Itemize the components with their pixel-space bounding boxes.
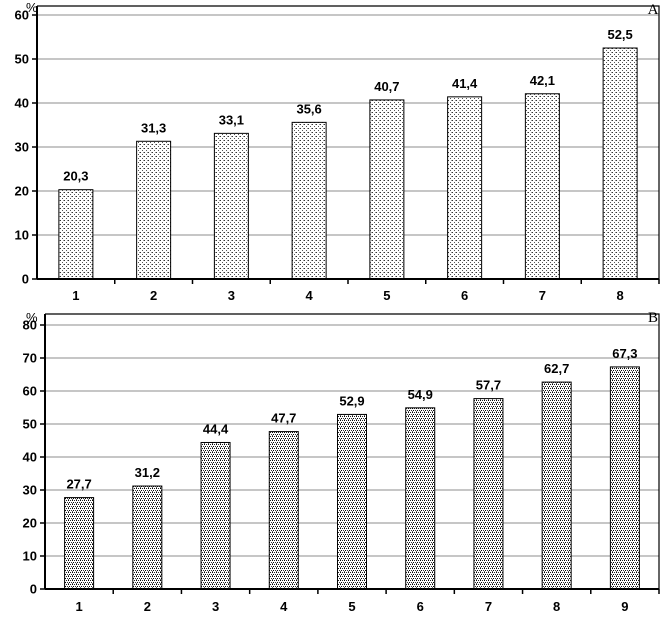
- data-label: 35,6: [296, 101, 321, 116]
- data-label: 44,4: [203, 421, 229, 436]
- plot-frame: [37, 5, 660, 279]
- y-tick-label: 20: [23, 516, 37, 531]
- x-tick-label: 1: [75, 599, 82, 614]
- y-tick-label: 30: [23, 483, 37, 498]
- chart-panel-b: 0 10 20 30 40 50 60 70 80 1 2 3 4 5 6 7 8 9 27,7 31,2 44,4…: [23, 310, 660, 614]
- plot-frame: [45, 313, 660, 589]
- x-tick-label: 5: [383, 288, 390, 303]
- data-label: 67,3: [612, 346, 637, 361]
- y-tick-label: 60: [23, 384, 37, 399]
- y-tick-label: 40: [15, 96, 29, 111]
- y-tick-label: 10: [23, 549, 37, 564]
- x-tick-label: 6: [461, 288, 468, 303]
- x-tick-label: 4: [280, 599, 288, 614]
- bar-9: [609, 366, 640, 590]
- data-label: 52,5: [607, 27, 632, 42]
- data-label: 27,7: [66, 477, 91, 492]
- data-label: 33,1: [219, 112, 244, 127]
- chart-panel-a: 0 10 20 30 40 50 60 1 2 3 4 5 6 7 8 20,3 31,3 33,1 35,6 4…: [15, 0, 660, 303]
- y-tick-label: 20: [15, 184, 29, 199]
- bar-1: [64, 497, 95, 590]
- x-tick-label: 8: [553, 599, 560, 614]
- bar-7: [524, 93, 560, 280]
- x-tick-label: 3: [212, 599, 219, 614]
- y-tick-label: 40: [23, 450, 37, 465]
- bar-3: [213, 132, 249, 280]
- bar-8: [602, 47, 638, 280]
- bar-4: [268, 431, 299, 590]
- data-label: 47,7: [271, 411, 296, 426]
- data-label: 54,9: [408, 387, 433, 402]
- x-tick-labels: 1 2 3 4 5 6 7 8: [72, 288, 623, 303]
- data-label: 52,9: [339, 393, 364, 408]
- x-tick-label: 4: [306, 288, 314, 303]
- data-label: 57,7: [476, 378, 501, 393]
- bar-7: [473, 398, 504, 590]
- data-label: 31,3: [141, 120, 166, 135]
- bar-4: [291, 121, 327, 280]
- y-unit-label: %: [26, 0, 38, 15]
- x-tick-label: 8: [617, 288, 624, 303]
- x-tick-label: 9: [621, 599, 628, 614]
- x-tick-label: 7: [539, 288, 546, 303]
- y-tick-label: 80: [23, 318, 37, 333]
- axes: [40, 313, 660, 594]
- y-tick-label: 10: [15, 228, 29, 243]
- data-label: 40,7: [374, 79, 399, 94]
- y-tick-label: 70: [23, 351, 37, 366]
- x-tick-label: 2: [150, 288, 157, 303]
- y-tick-labels: 0 10 20 30 40 50 60: [15, 8, 29, 287]
- y-tick-labels: 0 10 20 30 40 50 60 70 80: [23, 318, 37, 597]
- x-tick-labels: 1 2 3 4 5 6 7 8 9: [75, 599, 628, 614]
- grid-lines: [37, 14, 659, 236]
- x-tick-label: 2: [144, 599, 151, 614]
- bar-2: [132, 485, 163, 590]
- data-labels: 27,7 31,2 44,4 47,7 52,9 54,9 57,7 62,7 67,3: [66, 346, 637, 492]
- y-tick-label: 0: [30, 582, 37, 597]
- data-label: 31,2: [135, 465, 160, 480]
- x-tick-label: 5: [348, 599, 355, 614]
- bar-5: [369, 99, 405, 280]
- bar-1: [58, 189, 94, 280]
- y-tick-label: 30: [15, 140, 29, 155]
- axes: [32, 5, 660, 284]
- x-tick-label: 6: [417, 599, 424, 614]
- y-tick-label: 0: [22, 272, 29, 287]
- panel-letter: B: [648, 310, 658, 326]
- y-tick-label: 50: [23, 417, 37, 432]
- y-tick-label: 60: [15, 8, 29, 23]
- data-label: 42,1: [530, 73, 555, 88]
- data-labels: 20,3 31,3 33,1 35,6 40,7 41,4 42,1 52,5: [63, 27, 633, 184]
- x-tick-label: 1: [72, 288, 79, 303]
- bars: [58, 47, 638, 280]
- x-tick-label: 7: [485, 599, 492, 614]
- y-unit-label: %: [26, 310, 38, 325]
- data-label: 20,3: [63, 169, 88, 184]
- bar-3: [200, 441, 231, 590]
- panel-letter: A: [648, 2, 659, 18]
- data-label: 41,4: [452, 76, 478, 91]
- y-tick-label: 50: [15, 52, 29, 67]
- bar-8: [541, 381, 572, 590]
- data-label: 62,7: [544, 361, 569, 376]
- bar-2: [136, 140, 172, 280]
- x-tick-label: 3: [228, 288, 235, 303]
- bar-6: [447, 96, 483, 280]
- bar-6: [405, 407, 436, 590]
- bar-5: [337, 413, 367, 590]
